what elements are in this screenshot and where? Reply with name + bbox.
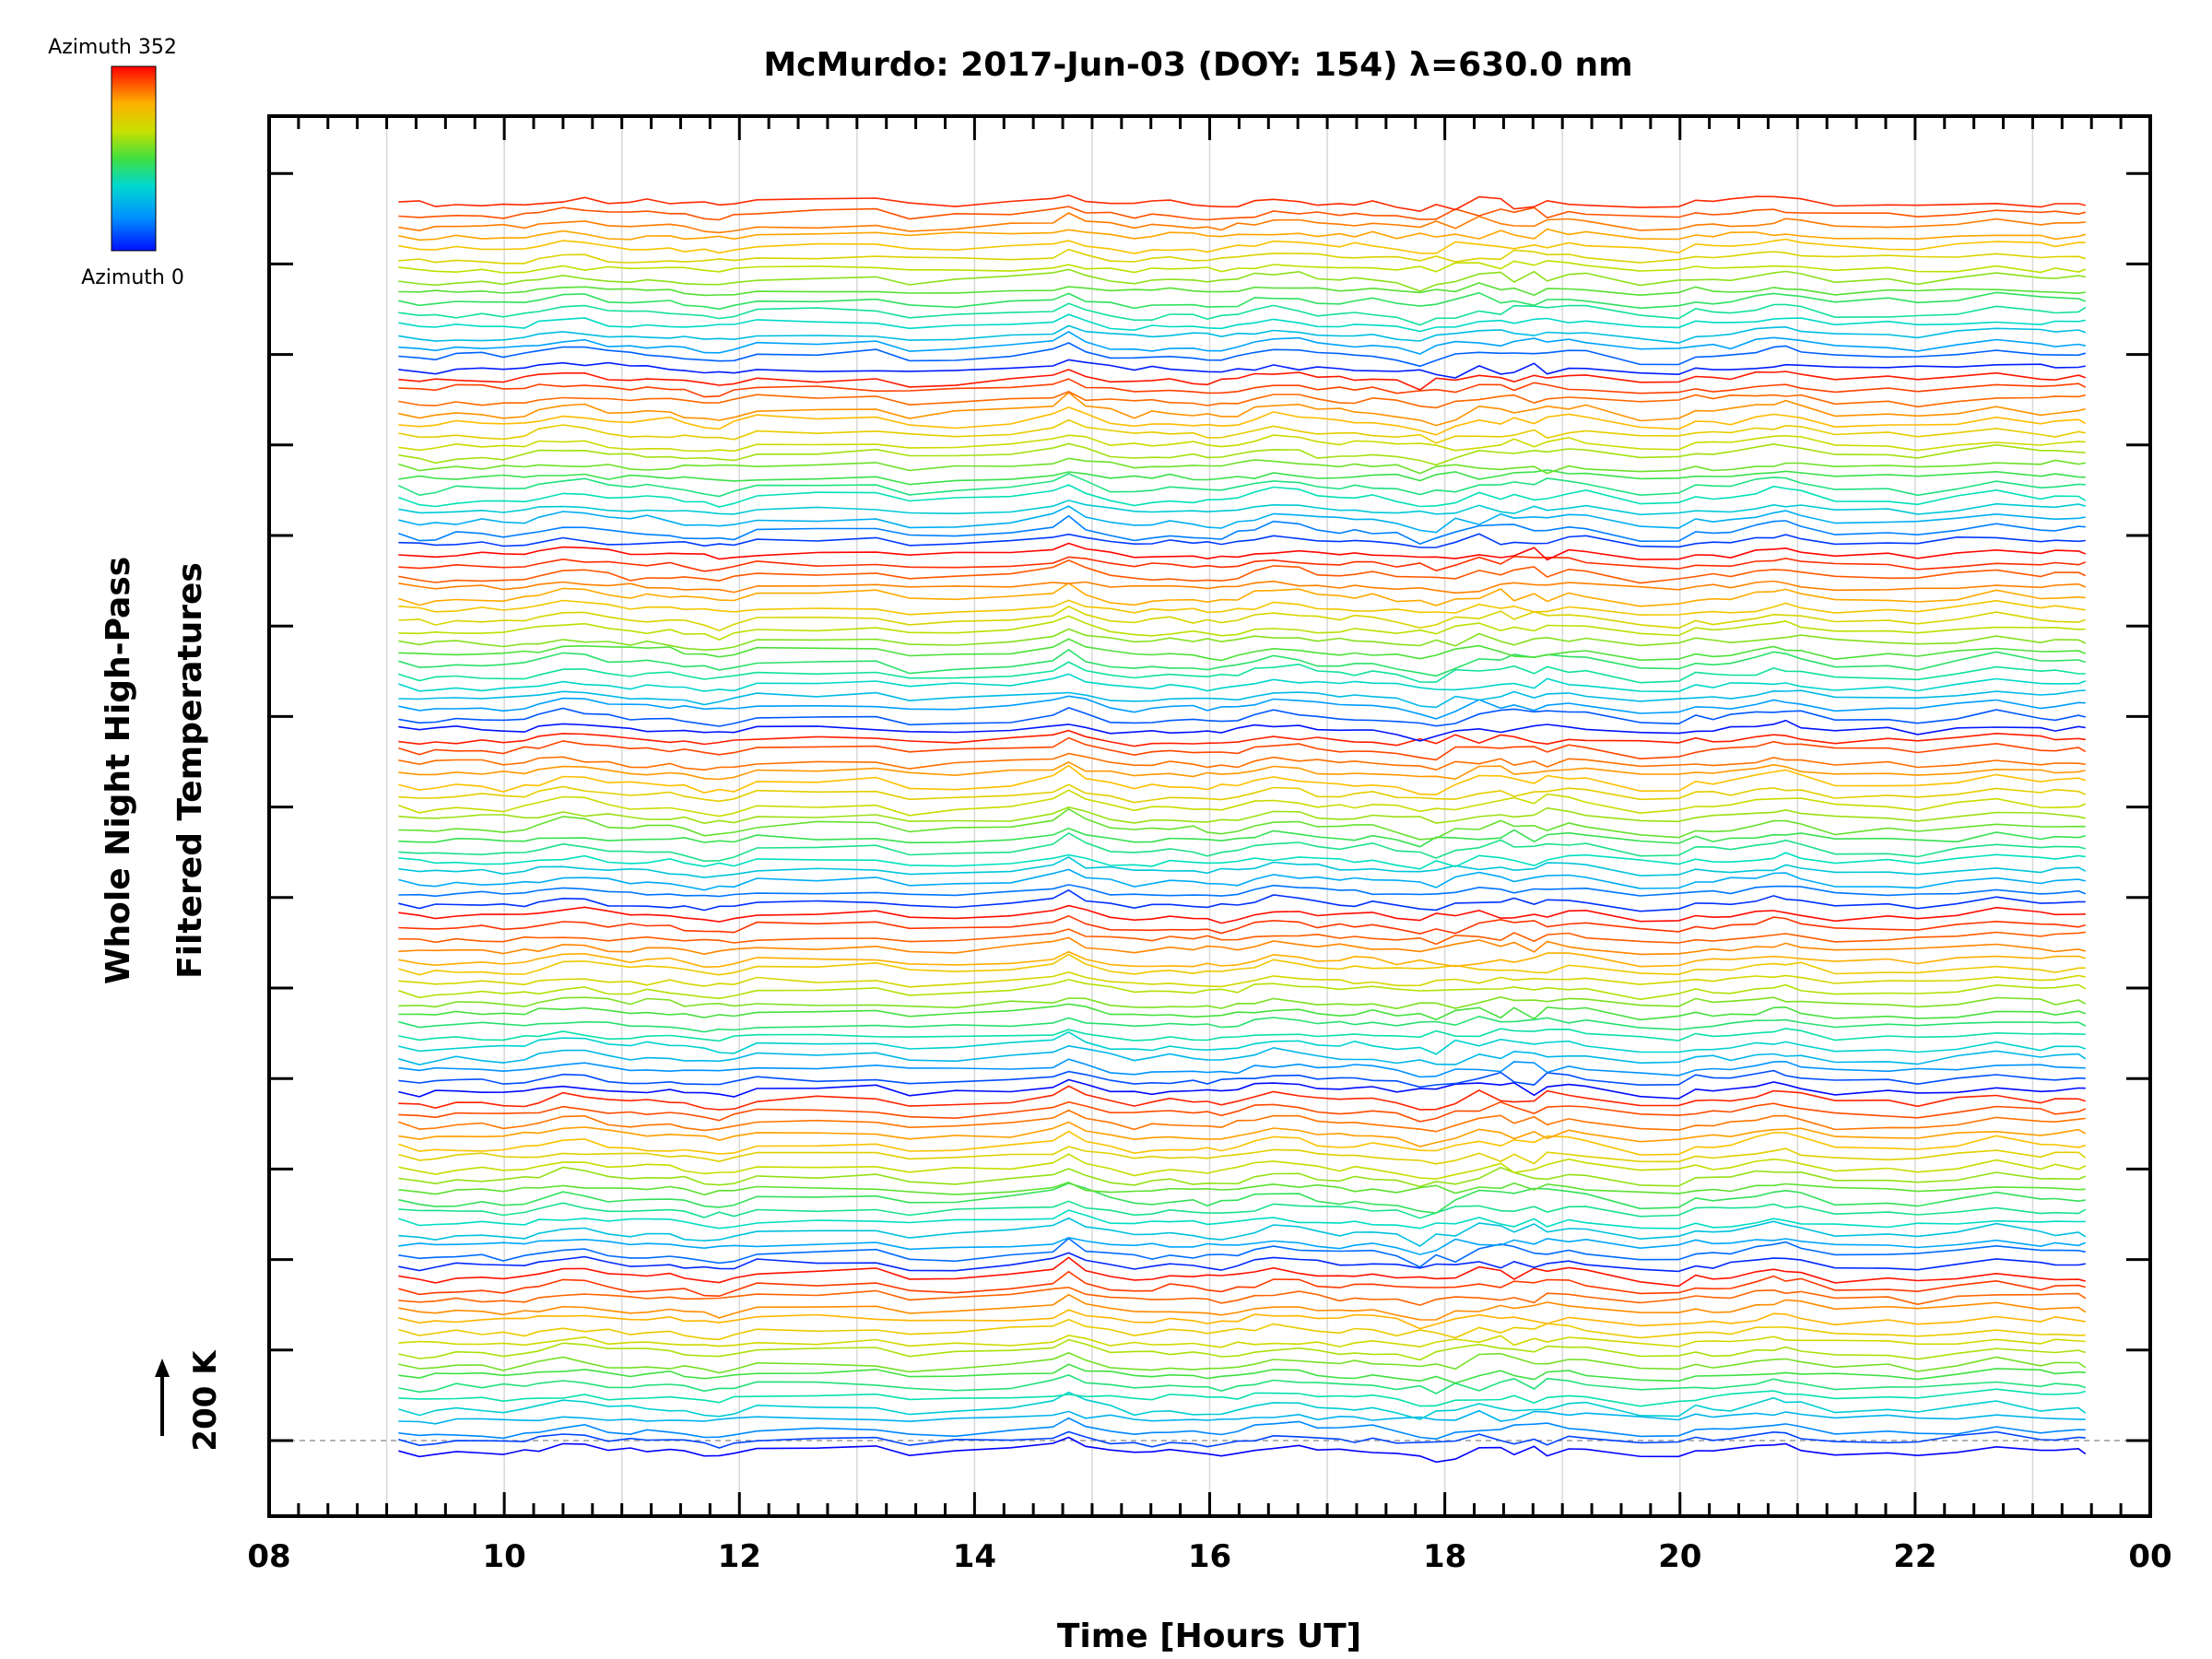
series-line	[398, 1310, 2086, 1328]
series-line	[398, 853, 2086, 869]
series-line	[398, 809, 2086, 840]
series-line	[398, 485, 2086, 507]
series-line	[398, 1239, 2086, 1267]
series-line	[398, 784, 2086, 802]
legend-bottom-label: Azimuth 0	[81, 266, 184, 289]
x-tick-label: 10	[482, 1538, 525, 1575]
series-line	[398, 1253, 2086, 1271]
series-line	[398, 1375, 2086, 1394]
series-line	[398, 997, 2086, 1009]
x-axis-label: Time [Hours UT]	[1057, 1618, 1361, 1655]
series-line	[398, 458, 2086, 473]
y-axis-label-line1: Whole Night High-Pass	[100, 557, 137, 984]
series-line	[398, 1389, 2086, 1406]
x-tick-label: 18	[1423, 1538, 1466, 1575]
series-line	[398, 392, 2086, 408]
series-line	[398, 731, 2086, 747]
y-axis-label-line2: Filtered Temperatures	[171, 562, 209, 979]
series-line	[398, 833, 2086, 861]
azimuth-legend: Azimuth 352 Azimuth 0	[48, 36, 184, 289]
series-line	[398, 829, 2086, 847]
series-traces	[398, 195, 2086, 1463]
scale-indicator: 200 K	[155, 1349, 224, 1452]
series-line	[398, 1411, 2086, 1424]
series-line	[398, 1335, 2086, 1347]
series-line	[398, 606, 2086, 630]
series-line	[398, 1182, 2086, 1195]
series-line	[398, 206, 2086, 219]
series-line	[398, 240, 2086, 253]
series-line	[398, 229, 2086, 241]
x-tick-label: 08	[247, 1538, 290, 1575]
series-line	[398, 1218, 2086, 1246]
series-line	[398, 1123, 2086, 1147]
series-line	[398, 1320, 2086, 1340]
series-line	[398, 582, 2086, 594]
x-tick-label: 16	[1188, 1538, 1231, 1575]
chart-title: McMurdo: 2017-Jun-03 (DOY: 154) λ=630.0 …	[763, 46, 1632, 84]
series-line	[398, 600, 2086, 615]
series-line	[398, 754, 2086, 771]
series-line	[398, 1029, 2086, 1041]
series-line	[398, 470, 2086, 485]
series-line	[398, 1102, 2086, 1122]
series-line	[398, 1257, 2086, 1286]
series-line	[398, 1353, 2086, 1373]
series-line	[398, 1147, 2086, 1164]
series-line	[398, 1393, 2086, 1419]
x-tick-label: 22	[1893, 1538, 1936, 1575]
x-tick-label: 20	[1658, 1538, 1701, 1575]
series-line	[398, 283, 2086, 295]
series-line	[398, 807, 2086, 824]
series-line	[398, 213, 2086, 232]
series-line	[398, 379, 2086, 397]
series-line	[398, 1046, 2086, 1065]
series-line	[398, 766, 2086, 795]
chart: McMurdo: 2017-Jun-03 (DOY: 154) λ=630.0 …	[0, 0, 2212, 1659]
series-line	[398, 937, 2086, 954]
legend-top-label: Azimuth 352	[48, 36, 177, 59]
series-line	[398, 195, 2086, 211]
series-line	[398, 929, 2086, 944]
series-line	[398, 516, 2086, 544]
x-tick-label: 14	[953, 1538, 996, 1575]
series-line	[398, 303, 2086, 324]
series-line	[398, 359, 2086, 378]
series-line	[398, 583, 2086, 606]
series-line	[398, 1086, 2086, 1110]
series-line	[398, 721, 2086, 741]
series-line	[398, 952, 2086, 968]
legend-colorbar	[112, 66, 156, 251]
series-line	[398, 534, 2086, 547]
series-line	[398, 250, 2086, 264]
series-line	[398, 269, 2086, 291]
x-tick-label: 12	[718, 1538, 761, 1575]
series-line	[398, 435, 2086, 451]
series-line	[398, 500, 2086, 514]
series-line	[398, 1238, 2086, 1254]
series-line	[398, 662, 2086, 682]
series-line	[398, 557, 2086, 571]
scale-bar-label: 200 K	[187, 1349, 224, 1452]
series-line	[398, 972, 2086, 987]
series-line	[398, 261, 2086, 273]
series-line	[398, 955, 2086, 975]
series-line	[398, 332, 2086, 354]
series-line	[398, 393, 2086, 426]
x-tick-label: 00	[2128, 1538, 2171, 1575]
series-line	[398, 544, 2086, 560]
series-line	[398, 325, 2086, 343]
series-line	[398, 1071, 2086, 1088]
scale-arrow-head	[155, 1359, 170, 1377]
x-tick-labels: 08 10 12 14 16 18 20 22 00	[247, 1538, 2171, 1575]
series-line	[398, 906, 2086, 924]
series-line	[398, 1004, 2086, 1019]
